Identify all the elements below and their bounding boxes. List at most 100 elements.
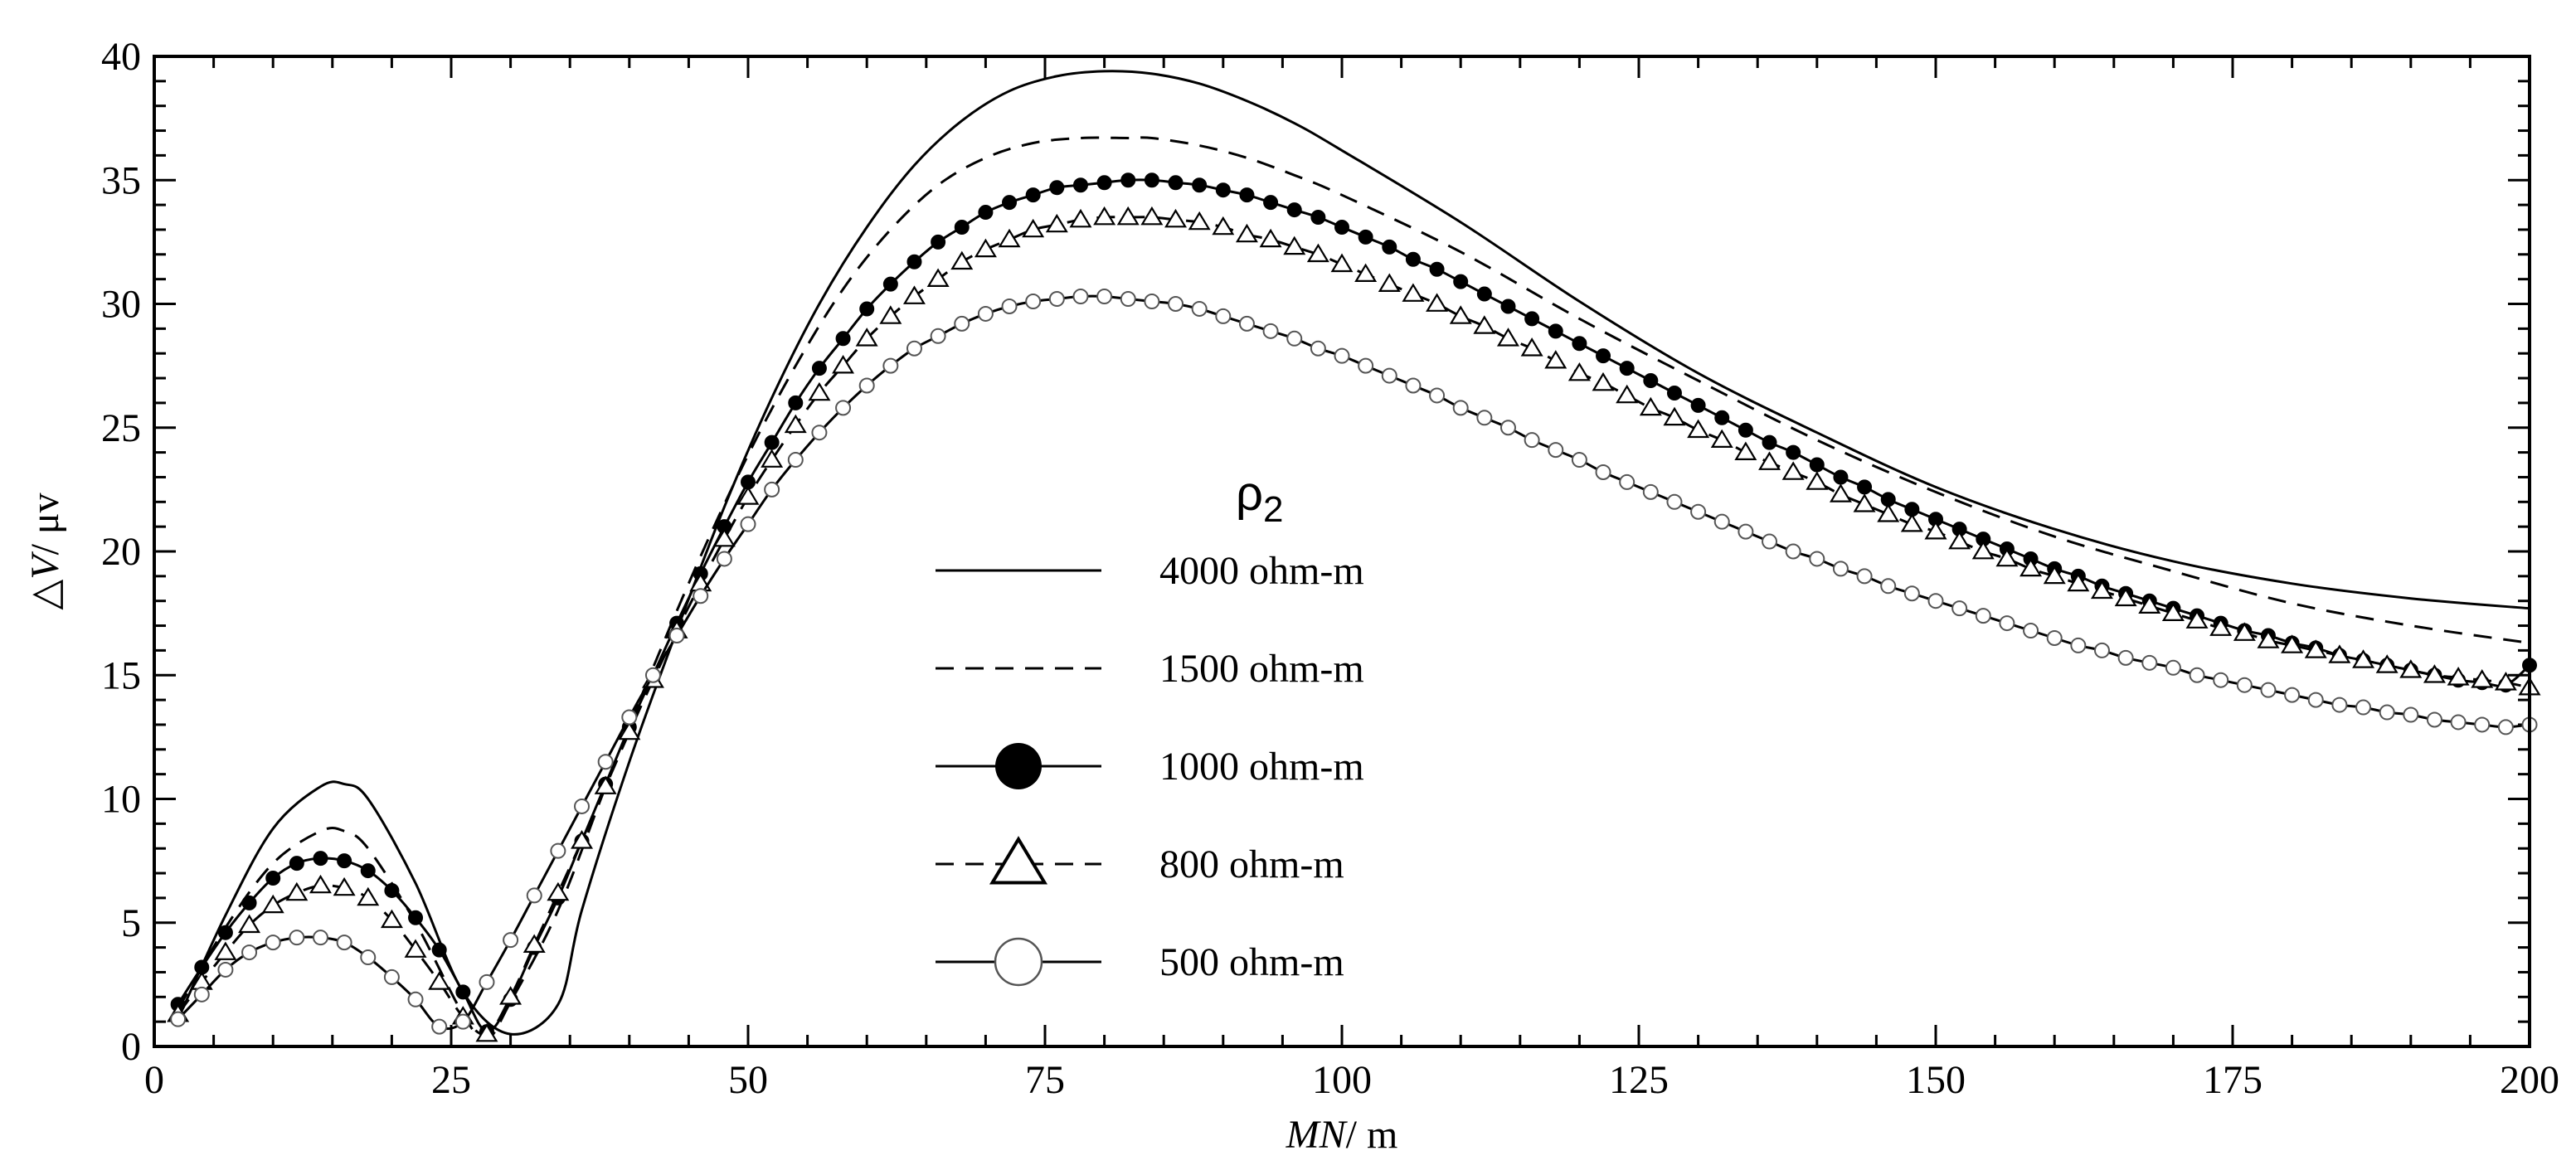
data-point xyxy=(1164,208,1188,228)
data-point xyxy=(2213,672,2229,688)
legend-title: ρ2 xyxy=(1236,467,1283,530)
x-axis-title-unit: / m xyxy=(1346,1113,1398,1157)
data-point xyxy=(1809,457,1825,473)
data-point xyxy=(1192,177,1208,193)
x-tick-label: 0 xyxy=(144,1058,164,1102)
data-point xyxy=(2165,659,2181,676)
data-point xyxy=(1567,362,1591,381)
data-point xyxy=(1666,493,1683,510)
data-point xyxy=(1452,400,1469,416)
data-point xyxy=(835,331,851,347)
data-point xyxy=(428,971,451,990)
y-tick-label: 0 xyxy=(121,1025,141,1069)
data-point xyxy=(1975,608,1991,624)
y-tick-label: 5 xyxy=(121,901,141,945)
data-point xyxy=(1093,206,1116,226)
data-point xyxy=(1354,263,1378,282)
data-point xyxy=(1948,530,1971,550)
data-point xyxy=(550,842,566,859)
data-point xyxy=(1592,371,1615,391)
series-1500-ohm-m xyxy=(177,136,2530,1041)
data-point xyxy=(2474,716,2491,733)
data-point xyxy=(1212,216,1235,235)
data-point xyxy=(902,285,926,304)
data-point xyxy=(974,238,997,258)
data-point xyxy=(740,516,756,532)
data-point xyxy=(2023,623,2039,639)
data-point xyxy=(1548,442,1564,459)
data-point xyxy=(644,667,661,683)
data-point xyxy=(1857,479,1873,495)
data-point xyxy=(1453,274,1469,289)
x-tick-label: 100 xyxy=(1312,1058,1372,1102)
data-point xyxy=(1382,239,1397,255)
data-point xyxy=(2070,637,2087,653)
data-point xyxy=(1476,410,1493,426)
data-point xyxy=(2331,697,2348,713)
data-point xyxy=(1215,182,1231,198)
data-point xyxy=(977,305,994,322)
x-tick-labels: 0 25 50 75 100 125 150 175 200 xyxy=(144,1058,2559,1102)
data-point xyxy=(1900,513,1923,532)
data-point xyxy=(2233,622,2256,641)
legend-swatch-marker xyxy=(994,937,1043,987)
data-point xyxy=(811,361,827,376)
data-point xyxy=(2046,629,2063,646)
data-point xyxy=(547,881,570,901)
data-point xyxy=(1378,273,1401,292)
data-point xyxy=(1310,210,1326,226)
data-point xyxy=(1714,410,1730,425)
data-point xyxy=(693,588,709,604)
y-tick-label: 40 xyxy=(101,35,141,79)
data-point xyxy=(1120,172,1136,188)
legend-entry: 500 ohm-m xyxy=(936,937,1344,987)
data-point xyxy=(1096,175,1112,191)
legend-entry: 1500 ohm-m xyxy=(936,647,1364,691)
data-point xyxy=(1833,469,1849,485)
data-point xyxy=(594,775,617,794)
data-point xyxy=(313,851,328,867)
data-point xyxy=(455,984,471,1000)
data-point xyxy=(337,853,352,869)
data-point xyxy=(2379,704,2395,721)
data-point xyxy=(1880,578,1897,595)
data-point xyxy=(1120,291,1136,308)
data-point xyxy=(1571,452,1587,468)
data-point xyxy=(808,381,831,401)
data-point xyxy=(1616,384,1639,404)
data-point xyxy=(832,354,855,374)
data-point xyxy=(2281,634,2304,653)
series-800-ohm-m xyxy=(167,206,2541,1042)
data-point xyxy=(1001,298,1018,314)
data-point xyxy=(2304,639,2327,658)
data-point xyxy=(499,986,522,1005)
data-point xyxy=(1951,600,1968,617)
plot-frame xyxy=(153,55,2531,1048)
data-point xyxy=(479,973,495,990)
data-point xyxy=(882,357,899,374)
data-point xyxy=(1642,483,1659,500)
data-point xyxy=(1286,330,1303,347)
data-point xyxy=(1520,337,1543,357)
legend-title-symbol: ρ xyxy=(1236,467,1263,521)
data-point xyxy=(2093,642,2110,658)
data-point xyxy=(1072,289,1089,305)
data-point xyxy=(2114,587,2137,607)
data-point xyxy=(2117,649,2134,666)
data-point xyxy=(1002,195,1018,211)
data-point xyxy=(1334,347,1350,364)
x-tick-label: 150 xyxy=(1906,1058,1966,1102)
data-point xyxy=(978,205,994,221)
data-point xyxy=(787,452,804,468)
legend-swatch-marker xyxy=(995,743,1042,789)
data-point xyxy=(736,486,760,505)
data-point xyxy=(1405,377,1422,394)
data-point xyxy=(1856,568,1873,585)
data-point xyxy=(1496,328,1519,347)
legend-label: 800 ohm-m xyxy=(1159,842,1344,886)
data-point xyxy=(217,961,234,978)
data-point xyxy=(1402,283,1425,302)
data-point xyxy=(360,863,376,879)
data-point xyxy=(1786,444,1801,460)
data-point xyxy=(1639,396,1662,416)
